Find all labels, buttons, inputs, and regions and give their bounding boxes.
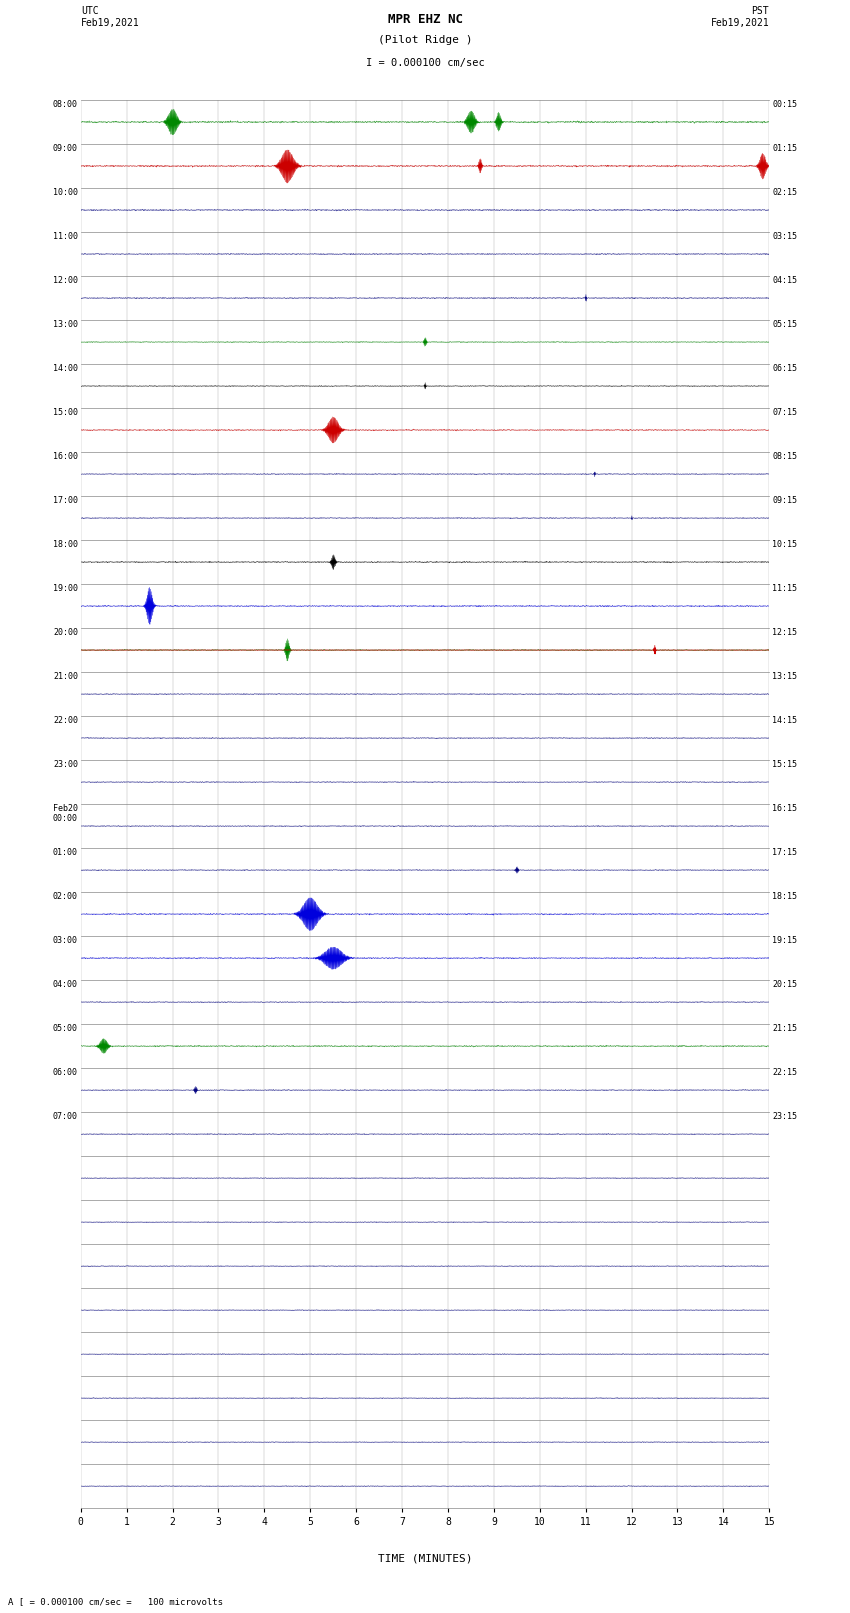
Text: 20:00: 20:00 [53, 627, 78, 637]
Text: 11:00: 11:00 [53, 232, 78, 240]
Text: 04:00: 04:00 [53, 981, 78, 989]
Text: 17:00: 17:00 [53, 497, 78, 505]
Text: (Pilot Ridge ): (Pilot Ridge ) [377, 35, 473, 45]
Text: 18:15: 18:15 [772, 892, 797, 902]
Text: 16:15: 16:15 [772, 805, 797, 813]
Text: 15:15: 15:15 [772, 760, 797, 769]
Text: 09:15: 09:15 [772, 497, 797, 505]
Text: 22:00: 22:00 [53, 716, 78, 726]
Text: 05:15: 05:15 [772, 319, 797, 329]
Text: 14:00: 14:00 [53, 365, 78, 373]
Text: 11:15: 11:15 [772, 584, 797, 594]
Text: UTC
Feb19,2021: UTC Feb19,2021 [81, 6, 139, 27]
Text: 22:15: 22:15 [772, 1068, 797, 1077]
Text: 10:15: 10:15 [772, 540, 797, 548]
Text: 01:15: 01:15 [772, 144, 797, 153]
Text: 08:15: 08:15 [772, 452, 797, 461]
Text: Feb20
00:00: Feb20 00:00 [53, 805, 78, 824]
Text: 01:00: 01:00 [53, 848, 78, 857]
Text: 07:15: 07:15 [772, 408, 797, 418]
Text: 18:00: 18:00 [53, 540, 78, 548]
Text: 05:00: 05:00 [53, 1024, 78, 1032]
Text: 04:15: 04:15 [772, 276, 797, 286]
Text: 19:15: 19:15 [772, 936, 797, 945]
Text: 21:15: 21:15 [772, 1024, 797, 1032]
Text: 20:15: 20:15 [772, 981, 797, 989]
Text: A [ = 0.000100 cm/sec =   100 microvolts: A [ = 0.000100 cm/sec = 100 microvolts [8, 1597, 224, 1607]
Text: 23:15: 23:15 [772, 1111, 797, 1121]
Text: MPR EHZ NC: MPR EHZ NC [388, 13, 462, 26]
Text: 03:15: 03:15 [772, 232, 797, 240]
Text: 19:00: 19:00 [53, 584, 78, 594]
Text: 14:15: 14:15 [772, 716, 797, 726]
Text: 13:00: 13:00 [53, 319, 78, 329]
Text: TIME (MINUTES): TIME (MINUTES) [377, 1553, 473, 1563]
Text: 09:00: 09:00 [53, 144, 78, 153]
Text: 06:00: 06:00 [53, 1068, 78, 1077]
Text: I = 0.000100 cm/sec: I = 0.000100 cm/sec [366, 58, 484, 68]
Text: 16:00: 16:00 [53, 452, 78, 461]
Text: PST
Feb19,2021: PST Feb19,2021 [711, 6, 769, 27]
Text: 08:00: 08:00 [53, 100, 78, 110]
Text: 06:15: 06:15 [772, 365, 797, 373]
Text: 02:15: 02:15 [772, 189, 797, 197]
Text: 21:00: 21:00 [53, 673, 78, 681]
Text: 10:00: 10:00 [53, 189, 78, 197]
Text: 02:00: 02:00 [53, 892, 78, 902]
Text: 13:15: 13:15 [772, 673, 797, 681]
Text: 17:15: 17:15 [772, 848, 797, 857]
Text: 07:00: 07:00 [53, 1111, 78, 1121]
Text: 23:00: 23:00 [53, 760, 78, 769]
Text: 12:00: 12:00 [53, 276, 78, 286]
Text: 00:15: 00:15 [772, 100, 797, 110]
Text: 03:00: 03:00 [53, 936, 78, 945]
Text: 12:15: 12:15 [772, 627, 797, 637]
Text: 15:00: 15:00 [53, 408, 78, 418]
